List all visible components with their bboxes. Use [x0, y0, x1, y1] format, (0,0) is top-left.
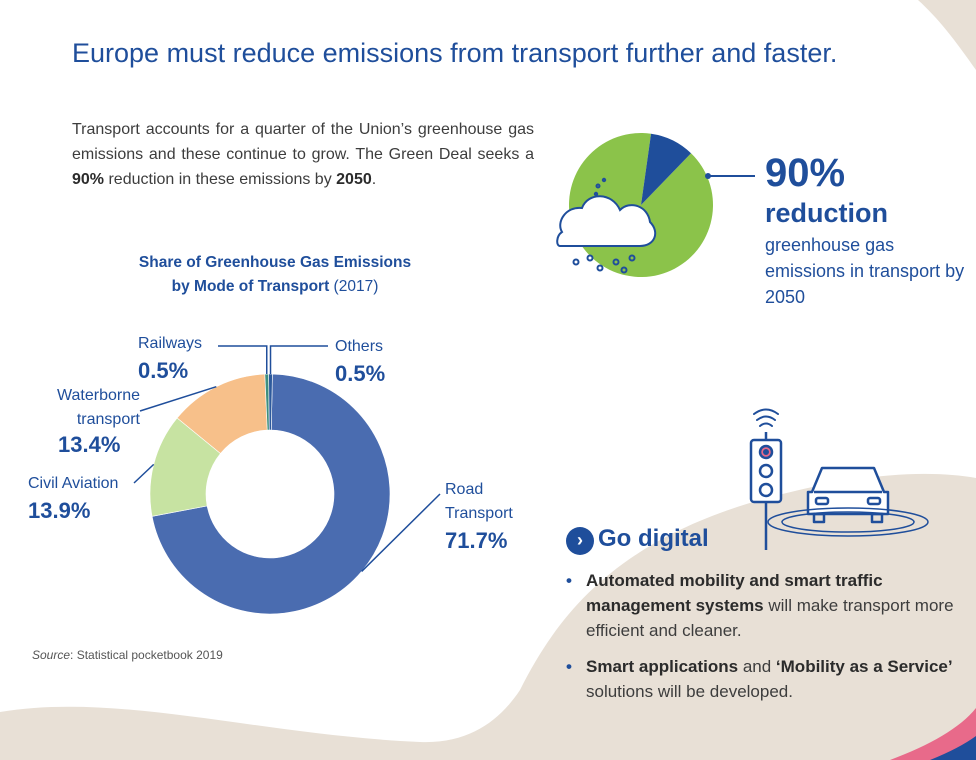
chart-title-line-1: Share of Greenhouse Gas Emissions: [138, 254, 412, 271]
bullet2-rest: solutions will be developed.: [586, 682, 793, 701]
reduction-pie-chart: [556, 132, 755, 277]
go-digital-heading: Go digital: [598, 525, 709, 552]
label-railways: Railways 0.5%: [138, 332, 202, 386]
wifi-signal-icon: [753, 408, 779, 427]
label-others: Others 0.5%: [335, 335, 385, 389]
civil-aviation-name: Civil Aviation: [28, 475, 119, 492]
bullet-automated-mobility: • Automated mobility and smart traffic m…: [566, 568, 956, 643]
road-transport-name-2: Transport: [445, 505, 513, 522]
bullet-dot-icon: •: [566, 657, 572, 676]
road-ripple-lines: [767, 507, 929, 537]
bullet1-rest: will make transport more efficient and c…: [586, 596, 954, 640]
chevron-right-icon: ›: [566, 527, 594, 555]
smart-traffic-illustration: [749, 408, 929, 550]
waterborne-value: 13.4%: [58, 432, 121, 457]
reduction-percentage: 90%: [765, 151, 846, 195]
donut-slice-road-transport: [151, 373, 391, 615]
source-note: Source: Statistical pocketbook 2019: [32, 648, 223, 662]
railways-value: 0.5%: [138, 358, 189, 383]
chart-title-line-2: by Mode of Transport: [171, 278, 330, 295]
reduction-word: reduction: [765, 198, 889, 228]
cloud-rain-icon: [556, 177, 657, 274]
bullet-dot-icon: •: [566, 571, 572, 590]
waterborne-name-2: transport: [76, 411, 140, 428]
chart-title: Share of Greenhouse Gas Emissions by Mod…: [110, 251, 440, 299]
beige-wave-bottom: [0, 473, 976, 760]
bullet2-bold-1: Smart applications: [586, 657, 739, 676]
page-title: Europe must reduce emissions from transp…: [72, 38, 838, 68]
source-label: Source: [32, 648, 71, 662]
road-transport-name-1: Road: [445, 481, 484, 498]
reduction-leader-dot: [705, 173, 711, 179]
intro-paragraph: Transport accounts for a quarter of the …: [72, 117, 534, 192]
label-road-transport: Road Transport 71.7%: [445, 478, 513, 556]
waterborne-name-1: Waterborne: [57, 387, 140, 404]
car-icon: [806, 466, 890, 524]
intro-text-2: reduction in these emissions by: [104, 171, 337, 188]
leader-line-road-transport: [361, 493, 441, 572]
others-name: Others: [335, 338, 384, 355]
waterborne-value-block: 13.4%: [58, 430, 120, 460]
civil-aviation-value: 13.9%: [28, 498, 91, 523]
intro-text-3: .: [371, 171, 377, 188]
intro-bold-2050: 2050: [336, 171, 372, 188]
beige-corner-top-right: [918, 0, 976, 70]
leader-line-others: [269, 345, 328, 375]
transport-emissions-donut-chart: [133, 345, 441, 615]
bullet-smart-applications: • Smart applications and ‘Mobility as a …: [566, 654, 956, 704]
leader-line-waterborne-transport: [139, 385, 217, 412]
intro-bold-90: 90%: [72, 171, 105, 188]
label-waterborne: Waterborne transport: [50, 384, 140, 432]
source-text: : Statistical pocketbook 2019: [70, 648, 223, 662]
reduction-description: greenhouse gas emissions in transport by…: [765, 235, 965, 307]
blue-accent-bottom-right: [930, 736, 976, 760]
others-value: 0.5%: [335, 361, 386, 386]
bullet1-bold: Automated mobility and smart traffic man…: [586, 571, 883, 615]
leader-line-railways: [218, 345, 268, 375]
bullet2-bold-2: ‘Mobility as a Service’: [775, 657, 953, 676]
label-civil-aviation: Civil Aviation 13.9%: [28, 472, 118, 526]
pie-slice-reduced: [641, 133, 692, 205]
intro-text-1: Transport accounts for a quarter of the …: [72, 121, 534, 163]
traffic-light-icon: [749, 432, 783, 550]
railways-name: Railways: [138, 335, 203, 352]
road-transport-value: 71.7%: [445, 528, 508, 553]
pink-accent-bottom-right: [890, 708, 976, 760]
chart-year: (2017): [333, 278, 379, 295]
leader-line-civil-aviation: [133, 463, 155, 484]
bullet2-mid: and: [738, 657, 776, 676]
